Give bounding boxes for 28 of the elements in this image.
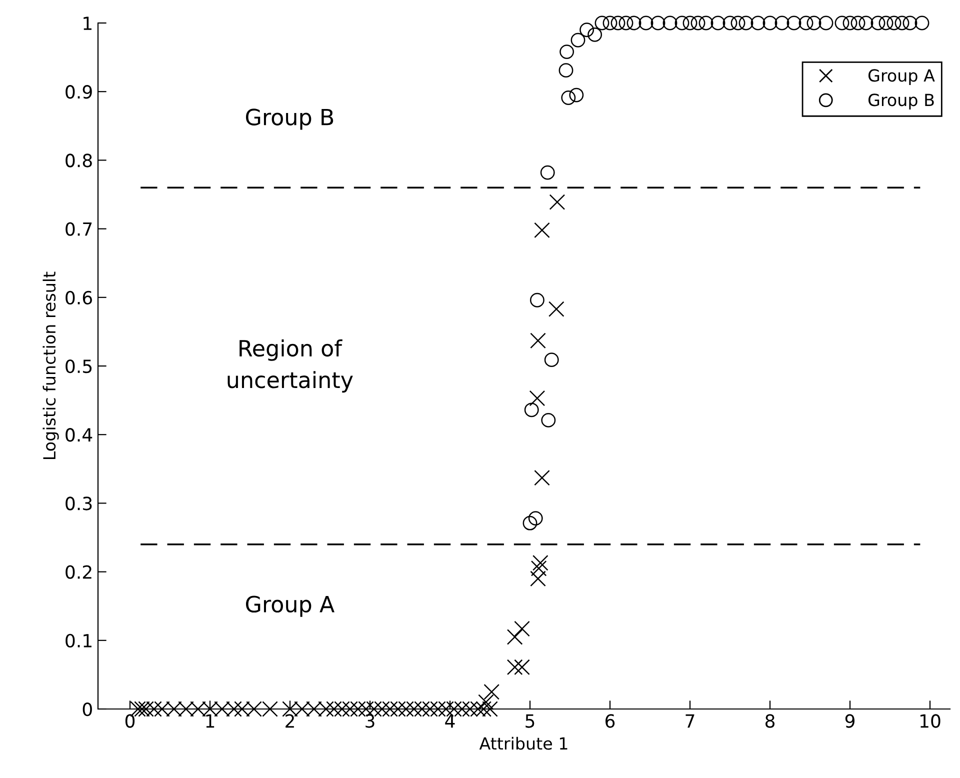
x-tick-label: 5 xyxy=(526,714,534,728)
y-axis-title: Logistic function result xyxy=(42,272,59,459)
y-tick-label: 0.6 xyxy=(66,290,92,305)
y-tick-label: 0.3 xyxy=(66,496,92,510)
x-tick-label: 10 xyxy=(920,714,940,728)
x-tick-label: 6 xyxy=(606,714,615,728)
x-tick-label: 7 xyxy=(686,714,694,728)
y-tick-label: 1 xyxy=(84,16,92,30)
annotation: Group B xyxy=(246,108,334,130)
x-tick-label: 9 xyxy=(845,714,854,728)
y-tick-label: 0.5 xyxy=(66,359,92,374)
x-axis-title: Attribute 1 xyxy=(479,736,568,750)
x-tick-label: 2 xyxy=(286,714,294,728)
annotation: Region of uncertainty xyxy=(228,339,353,393)
legend-label: Group B xyxy=(868,94,934,110)
x-tick-label: 1 xyxy=(206,714,214,728)
y-tick-label: 0.8 xyxy=(66,154,92,168)
y-tick-label: 0.4 xyxy=(66,428,92,442)
y-tick-label: 0.2 xyxy=(66,565,92,579)
y-tick-label: 0.1 xyxy=(66,634,92,648)
annotation: Group A xyxy=(246,596,334,617)
y-tick-label: 0 xyxy=(82,702,92,716)
y-tick-label: 0.7 xyxy=(66,222,92,236)
x-tick-label: 0 xyxy=(125,714,135,728)
legend-label: Group A xyxy=(868,69,935,85)
x-tick-label: 4 xyxy=(445,714,455,728)
y-tick-label: 0.9 xyxy=(66,85,92,99)
x-tick-label: 8 xyxy=(765,714,775,728)
